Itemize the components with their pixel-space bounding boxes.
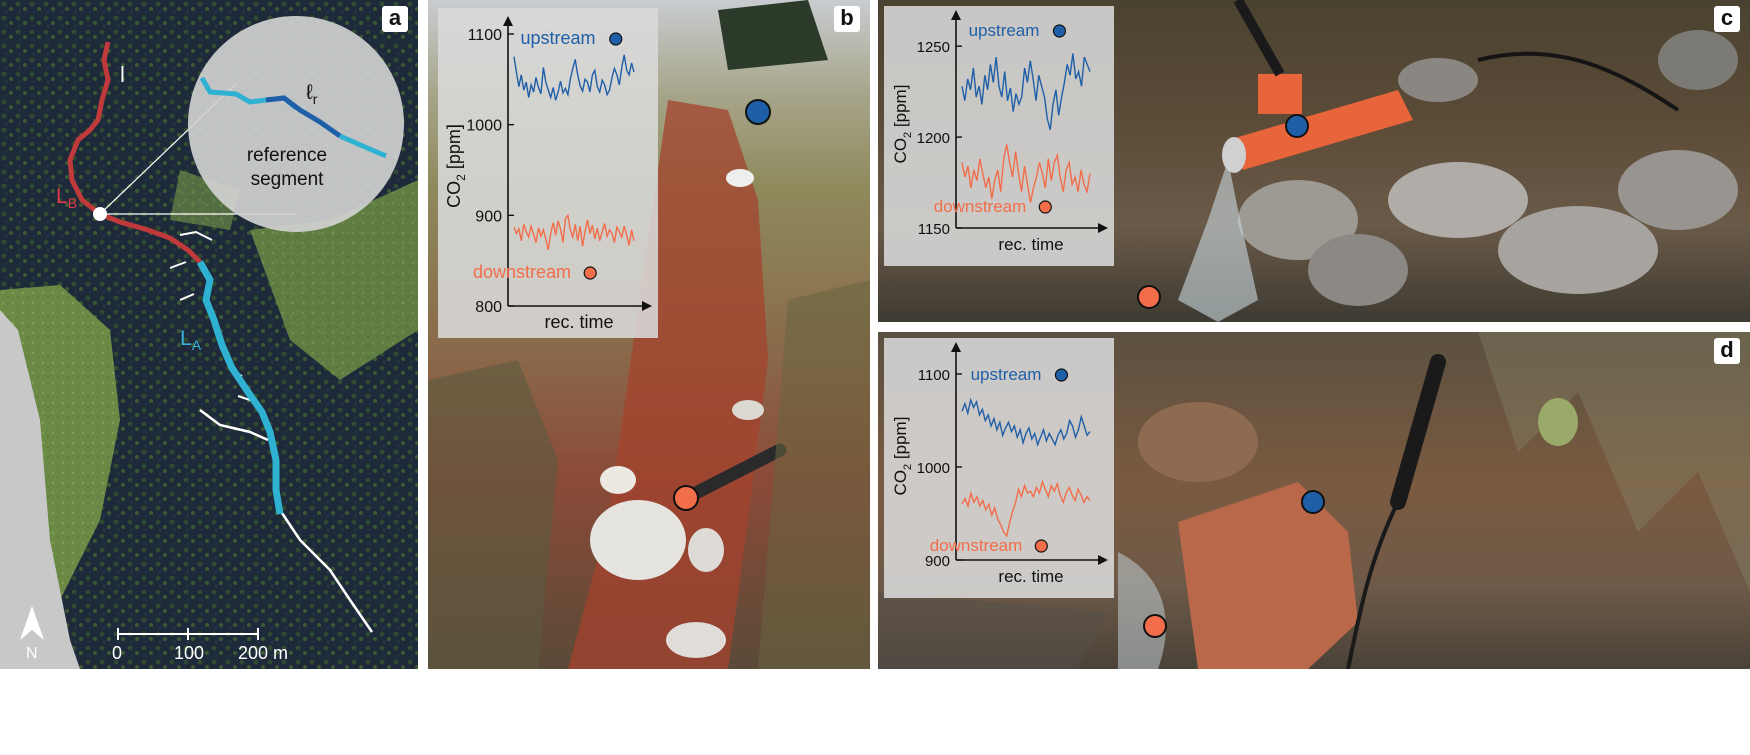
x-axis-label: rec. time: [998, 567, 1063, 586]
y-tick-label: 1000: [917, 460, 950, 477]
scale-0: 0: [112, 643, 123, 663]
scale-200: 200 m: [238, 643, 289, 663]
legend-label-upstream: upstream: [971, 365, 1042, 384]
legend-label-upstream: upstream: [969, 21, 1040, 40]
panel-c-photo: 1150 1200 1250 rec. time CO2 [ppm] upstream do…: [878, 0, 1750, 322]
legend-marker-upstream: [609, 32, 623, 46]
y-tick-label: 1100: [468, 27, 503, 44]
lb-sub: B: [67, 195, 78, 212]
x-axis-label: rec. time: [544, 312, 613, 332]
photo-c-image: [1178, 0, 1738, 322]
y-axis-arrow: [503, 16, 513, 26]
x-axis-arrow: [1098, 555, 1108, 565]
panel-d-photo: 900 1000 1100 rec. time CO2 [ppm] upstream dow…: [878, 332, 1750, 669]
legend-marker-downstream: [583, 266, 597, 280]
y-axis-arrow: [951, 342, 961, 352]
l-label: l: [120, 62, 125, 87]
photo-b-image: [428, 0, 870, 669]
y-tick-label: 1200: [917, 130, 950, 147]
y-tick-label: 1150: [918, 221, 950, 238]
legend-marker-upstream: [1054, 368, 1069, 382]
y-tick-label: 1100: [918, 367, 950, 384]
legend-marker-upstream: [1052, 24, 1067, 38]
panel-c-label: c: [1714, 6, 1740, 32]
panel-b-label: b: [834, 6, 860, 32]
scale-100: 100: [174, 643, 205, 663]
upstream-marker: [745, 99, 771, 125]
series-line-downstream: [961, 144, 1091, 203]
legend-label-downstream: downstream: [930, 536, 1023, 555]
chart-d-plot: 900 1000 1100 rec. time CO2 [ppm] upstream dow…: [891, 342, 1108, 586]
y-tick-label: 800: [475, 299, 502, 316]
downstream-marker-d: [1143, 614, 1167, 638]
y-axis-label: CO2 [ppm]: [891, 417, 914, 496]
chart-c-plot: 1150 1200 1250 rec. time CO2 [ppm] upstream do…: [891, 10, 1108, 254]
chart-c: 1150 1200 1250 rec. time CO2 [ppm] upstream do…: [884, 6, 1114, 266]
series-line-upstream: [961, 397, 1091, 447]
chart-b-plot: 800 900 1000 1100 rec. time CO2 [ppm] upstream…: [444, 16, 652, 332]
downstream-marker-c: [1137, 285, 1161, 309]
zoom-lr-label: ℓr: [306, 82, 317, 106]
y-axis-label: CO2 [ppm]: [891, 85, 914, 164]
x-axis-arrow: [1098, 223, 1108, 233]
photo-d-image: [878, 332, 1750, 669]
series-line-downstream: [513, 213, 635, 250]
series-line-upstream: [513, 54, 635, 101]
zoom-lr-sub: r: [312, 91, 318, 108]
chart-b: 800 900 1000 1100 rec. time CO2 [ppm] upstream…: [438, 8, 658, 338]
chart-d: 900 1000 1100 rec. time CO2 [ppm] upstream dow…: [884, 338, 1114, 598]
series-line-upstream: [961, 53, 1091, 130]
reference-caption-2: segment: [250, 169, 324, 190]
reference-caption-1: reference: [246, 145, 328, 166]
legend-label-downstream: downstream: [934, 197, 1027, 216]
upstream-marker-d: [1301, 490, 1325, 514]
panel-a-map: a l LB LA ℓr reference segment 0 100 200…: [0, 0, 418, 669]
series-line-downstream: [961, 479, 1091, 538]
panel-d-label: d: [1714, 338, 1740, 364]
y-tick-label: 900: [925, 553, 950, 570]
upstream-marker-c: [1285, 114, 1309, 138]
panel-b-photo: 800 900 1000 1100 rec. time CO2 [ppm] upstream…: [428, 0, 870, 669]
legend-label-downstream: downstream: [473, 262, 571, 282]
zoom-lr-main: ℓ: [306, 81, 313, 104]
north-arrow-icon: [20, 606, 44, 640]
y-tick-label: 1250: [917, 39, 950, 56]
y-axis-arrow: [951, 10, 961, 20]
y-axis-label: CO2 [ppm]: [444, 124, 468, 208]
panel-a-label: a: [382, 6, 408, 32]
legend-marker-downstream: [1034, 539, 1048, 553]
x-axis-arrow: [642, 301, 652, 311]
downstream-marker: [673, 485, 699, 511]
lb-main: L: [56, 185, 68, 208]
la-sub: A: [191, 337, 202, 354]
y-tick-label: 900: [475, 208, 502, 225]
la-main: L: [180, 327, 192, 350]
y-tick-label: 1000: [466, 118, 502, 135]
x-axis-label: rec. time: [998, 235, 1063, 254]
la-label: LA: [180, 328, 201, 352]
lb-label: LB: [56, 186, 77, 210]
legend-label-upstream: upstream: [520, 28, 595, 48]
legend-marker-downstream: [1038, 200, 1052, 214]
map-image: [0, 0, 418, 669]
north-label: N: [26, 645, 38, 662]
